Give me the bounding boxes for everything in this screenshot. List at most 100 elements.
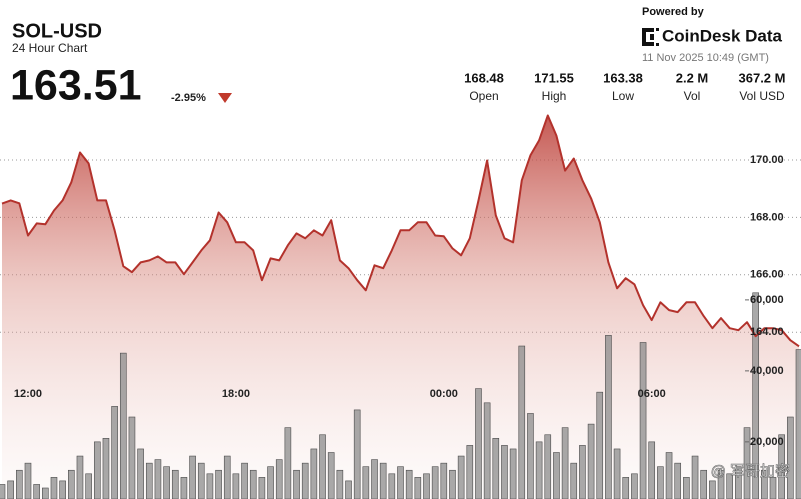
timestamp: 11 Nov 2025 10:49 (GMT) [642, 52, 769, 64]
volume-bar [249, 469, 257, 499]
subtitle: 24 Hour Chart [12, 41, 88, 55]
stat-label: Low [612, 89, 634, 103]
volume-bar [154, 459, 162, 499]
volume-bar [449, 469, 456, 499]
volume-bar [622, 477, 630, 499]
volume-bar [527, 413, 534, 499]
volume-bar [423, 473, 430, 499]
stat-value: 367.2 M [739, 70, 786, 85]
down-arrow [218, 93, 232, 103]
volume-bar [102, 438, 110, 499]
volume-bar [232, 473, 240, 499]
powered-by: Powered by [642, 6, 705, 18]
volume-bar [596, 391, 604, 499]
volume-bar [683, 477, 690, 499]
volume-bar [553, 452, 560, 499]
volume-bar [778, 434, 785, 499]
volume-bar [284, 427, 292, 499]
volume-bar [145, 462, 153, 499]
volume-bar [33, 484, 40, 499]
volume-bar [319, 434, 326, 499]
volume-bar [518, 345, 526, 499]
stat-label: Vol USD [739, 89, 785, 103]
volume-bar [163, 466, 170, 499]
volume-bar [587, 423, 595, 499]
volume-bar [761, 469, 768, 499]
volume-bar [42, 487, 49, 499]
volume-bar [535, 441, 543, 499]
volume-bar [128, 416, 136, 499]
volume-bar [362, 466, 370, 499]
volume-bar [189, 455, 196, 499]
x-tick-label: 06:00 [638, 388, 666, 400]
volume-bar [544, 434, 552, 499]
volume-bar [795, 349, 801, 499]
volume-bar [336, 469, 344, 499]
volume-bar [397, 466, 404, 499]
volume-bar [483, 402, 491, 499]
price-line [1, 114, 800, 348]
volume-bar [579, 445, 586, 499]
volume-bar [0, 484, 6, 499]
x-tick-label: 12:00 [14, 388, 42, 400]
stat-value: 163.38 [603, 70, 643, 85]
volume-bar [16, 469, 23, 499]
volume-bar [293, 469, 300, 499]
volume-bar [674, 462, 682, 499]
volume-bar [691, 455, 699, 499]
y-tick-label: 170.00 [750, 154, 784, 166]
volume-bar [301, 462, 309, 499]
stats: 168.48 Open 171.55 High 163.38 Low 2.2 M Vol 367… [464, 70, 785, 103]
volume-bar [353, 409, 361, 499]
volume-bar [85, 473, 92, 499]
volume-bar [119, 352, 127, 499]
y-tick-label: 168.00 [750, 211, 784, 223]
volume-bar [345, 480, 352, 499]
volume-bar [93, 441, 101, 499]
volume-bar [561, 427, 569, 499]
volume-bar [501, 445, 508, 499]
volume-bar [371, 459, 378, 499]
volume-bar [509, 448, 517, 499]
symbol: SOL-USD [12, 20, 102, 42]
volume-bar [206, 473, 214, 499]
volume-bar [267, 466, 274, 499]
volume-bar [223, 455, 231, 499]
volume-bar [327, 452, 335, 499]
stat-label: Open [469, 89, 498, 103]
volume-bar [241, 462, 248, 499]
volume-bar [405, 469, 413, 499]
volume-bar [769, 477, 777, 499]
volume-bar [310, 448, 318, 499]
volume-bar [657, 466, 664, 499]
volume-bar [258, 477, 266, 499]
logo [642, 28, 659, 46]
y2-tick-label: 40,000 [750, 365, 784, 377]
volume-bar [197, 462, 205, 499]
volume-bar [717, 469, 725, 499]
y-tick-label: 166.00 [750, 269, 784, 281]
volume-bar [59, 480, 66, 499]
volume-bar [215, 469, 222, 499]
volume-bar [180, 477, 188, 499]
volume-bar [700, 469, 708, 499]
volume-bar [171, 469, 179, 499]
volume-bar [787, 416, 794, 499]
price: 163.51 [10, 61, 142, 109]
x-tick-label: 00:00 [430, 388, 458, 400]
volume-bar [492, 438, 500, 499]
stat-value: 168.48 [464, 70, 504, 85]
volume-bar [570, 462, 578, 499]
volume-bar [665, 452, 673, 499]
brand: CoinDesk Data [662, 26, 783, 45]
volume-bar [639, 342, 647, 499]
volume-bar [7, 480, 14, 499]
volume-bar [631, 473, 638, 499]
volume-bar [76, 455, 84, 499]
volume-bar [440, 462, 448, 499]
change: -2.95% [171, 92, 206, 104]
volume-bar [431, 466, 439, 499]
stat-value: 171.55 [534, 70, 574, 85]
y2-tick-label: 60,000 [750, 294, 784, 306]
